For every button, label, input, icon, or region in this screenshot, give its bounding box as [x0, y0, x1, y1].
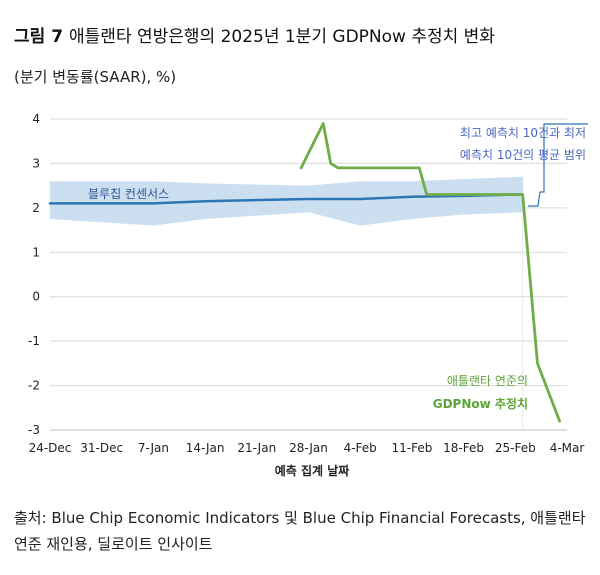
figure-label: 그림 7 — [14, 27, 64, 47]
x-tick-label: 25-Feb — [495, 441, 536, 455]
x-tick-label: 31-Dec — [80, 441, 123, 455]
y-tick-label: -1 — [28, 334, 40, 348]
y-tick-label: -3 — [28, 423, 40, 437]
band-label-bracket — [528, 123, 588, 207]
y-tick-label: 3 — [32, 156, 40, 170]
y-axis-ticks: 4 3 2 1 0 -1 -2 -3 — [28, 112, 40, 437]
source-note: 출처: Blue Chip Economic Indicators 및 Blue… — [14, 509, 586, 553]
gdpnow-chart: 4 3 2 1 0 -1 -2 -3 24-Dec 31-Dec 7-Jan 14-Jan 21-Ja… — [28, 112, 588, 478]
gdpnow-label-line1: 애틀랜타 연준의 — [447, 374, 528, 388]
chart-unit-label: (분기 변동률(SAAR), %) — [14, 68, 177, 86]
series-lines — [48, 122, 562, 423]
figure-title: 그림 7 애틀랜타 연방은행의 2025년 1분기 GDPNow 추정치 변화 — [14, 22, 495, 47]
consensus-label: 블루칩 컨센서스 — [88, 187, 169, 201]
y-tick-label: -2 — [28, 379, 40, 393]
x-tick-label: 21-Jan — [237, 441, 276, 455]
x-axis-title: 예측 집계 날짜 — [275, 463, 350, 478]
gdpnow-label-line2: GDPNow 추정치 — [433, 396, 528, 411]
x-tick-label: 4-Mar — [550, 441, 585, 455]
x-tick-label: 28-Jan — [289, 441, 328, 455]
x-axis-ticks: 24-Dec 31-Dec 7-Jan 14-Jan 21-Jan 28-Jan 4-Feb… — [29, 441, 585, 455]
y-tick-label: 4 — [32, 112, 40, 126]
x-tick-label: 24-Dec — [29, 441, 72, 455]
band-label-line2: 예측치 10건의 평균 범위 — [460, 148, 586, 162]
x-tick-label: 7-Jan — [138, 441, 169, 455]
annotations: 블루칩 컨센서스 최고 예측치 10건과 최저 예측치 10건의 평균 범위 애… — [88, 123, 588, 478]
band-label-line1: 최고 예측치 10건과 최저 — [460, 126, 586, 140]
x-tick-label: 4-Feb — [344, 441, 377, 455]
x-tick-label: 11-Feb — [391, 441, 432, 455]
forecast-range-band — [50, 176, 523, 226]
gdpnow-line — [299, 122, 562, 423]
y-tick-label: 0 — [32, 290, 40, 304]
gridlines — [50, 118, 567, 431]
x-tick-label: 14-Jan — [186, 441, 225, 455]
range-band-area — [50, 176, 523, 226]
y-tick-label: 1 — [32, 245, 40, 259]
x-tick-label: 18-Feb — [443, 441, 484, 455]
figure-title-text: 애틀랜타 연방은행의 2025년 1분기 GDPNow 추정치 변화 — [69, 27, 495, 47]
y-tick-label: 2 — [32, 201, 40, 215]
